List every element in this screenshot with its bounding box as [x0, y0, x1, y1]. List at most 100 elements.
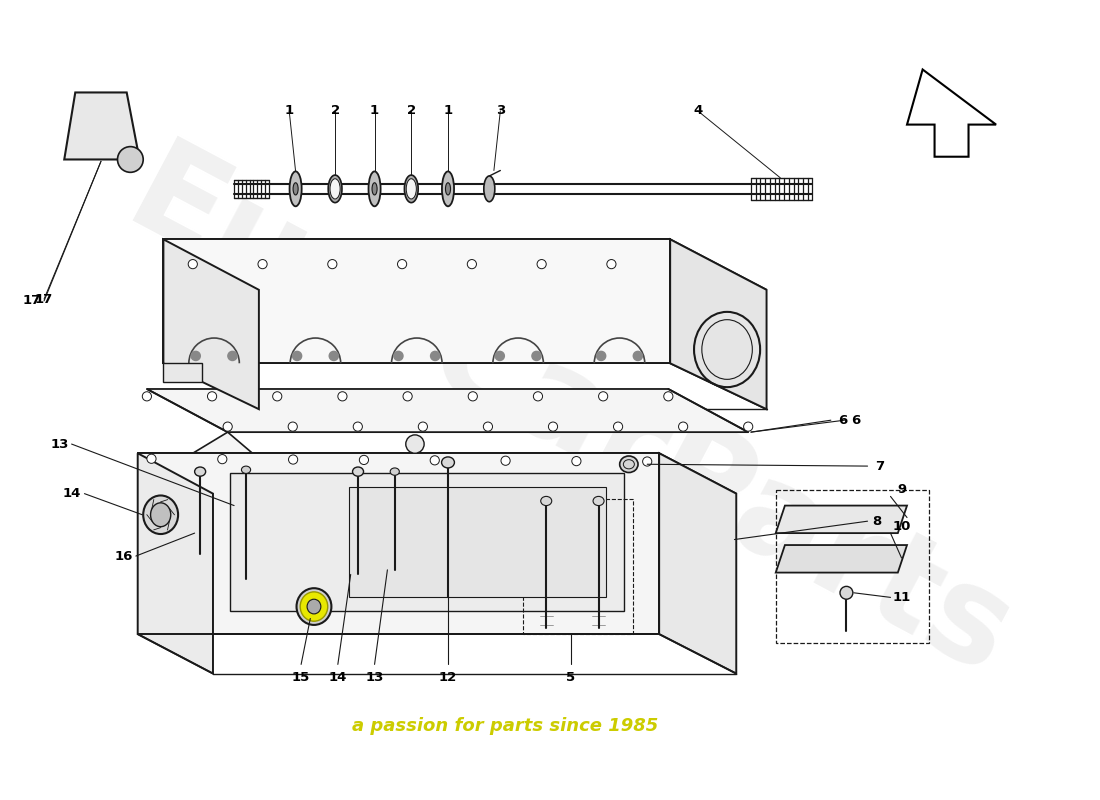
Circle shape	[663, 392, 673, 401]
Ellipse shape	[297, 588, 331, 625]
Ellipse shape	[442, 171, 454, 206]
Text: 13: 13	[51, 438, 69, 450]
Ellipse shape	[241, 466, 251, 474]
Text: 11: 11	[892, 591, 911, 604]
Circle shape	[360, 455, 368, 465]
Ellipse shape	[619, 456, 638, 473]
Text: 15: 15	[292, 670, 310, 684]
Circle shape	[598, 392, 607, 401]
Circle shape	[744, 422, 752, 431]
Circle shape	[228, 351, 236, 361]
Text: 7: 7	[874, 459, 884, 473]
Circle shape	[218, 454, 227, 464]
Ellipse shape	[368, 171, 381, 206]
Text: 12: 12	[439, 670, 458, 684]
Text: 2: 2	[407, 104, 416, 118]
Circle shape	[642, 457, 652, 466]
Circle shape	[258, 259, 267, 269]
Circle shape	[430, 456, 439, 465]
Circle shape	[403, 392, 412, 401]
Circle shape	[288, 422, 297, 431]
Ellipse shape	[293, 182, 298, 195]
Circle shape	[329, 351, 339, 361]
Text: 9: 9	[896, 483, 906, 497]
Ellipse shape	[390, 468, 399, 475]
Ellipse shape	[289, 171, 301, 206]
Circle shape	[394, 351, 403, 361]
Polygon shape	[776, 506, 908, 533]
Polygon shape	[164, 239, 258, 409]
Circle shape	[191, 351, 200, 361]
Circle shape	[188, 259, 197, 269]
Circle shape	[328, 259, 337, 269]
Ellipse shape	[406, 178, 416, 199]
Text: 2: 2	[330, 104, 340, 118]
Text: 10: 10	[892, 520, 911, 533]
Polygon shape	[138, 454, 213, 674]
Ellipse shape	[118, 146, 143, 172]
Circle shape	[208, 392, 217, 401]
Circle shape	[532, 351, 541, 361]
Ellipse shape	[446, 182, 451, 195]
Text: 5: 5	[566, 670, 575, 684]
Polygon shape	[349, 487, 606, 598]
Text: a passion for parts since 1985: a passion for parts since 1985	[352, 717, 658, 735]
Text: 13: 13	[365, 670, 384, 684]
Ellipse shape	[195, 467, 206, 476]
Polygon shape	[776, 545, 908, 573]
Circle shape	[273, 392, 282, 401]
Circle shape	[468, 259, 476, 269]
Circle shape	[572, 457, 581, 466]
Text: 17: 17	[35, 293, 53, 306]
Text: 4: 4	[693, 104, 702, 118]
Circle shape	[293, 351, 301, 361]
Polygon shape	[659, 454, 736, 674]
Text: 6: 6	[838, 414, 847, 426]
Polygon shape	[164, 239, 767, 290]
Ellipse shape	[593, 496, 604, 506]
Circle shape	[500, 456, 510, 466]
Circle shape	[679, 422, 688, 431]
Circle shape	[418, 422, 428, 431]
Circle shape	[596, 351, 606, 361]
Circle shape	[483, 422, 493, 431]
Polygon shape	[138, 454, 736, 494]
Text: 17: 17	[23, 294, 42, 307]
Text: 1: 1	[370, 104, 379, 118]
Circle shape	[840, 586, 852, 599]
Ellipse shape	[143, 495, 178, 534]
Polygon shape	[164, 363, 202, 382]
Text: 14: 14	[329, 670, 346, 684]
Circle shape	[147, 454, 156, 463]
Text: 8: 8	[872, 514, 881, 528]
Circle shape	[430, 351, 440, 361]
Text: EuroCarParts: EuroCarParts	[107, 132, 1032, 705]
Circle shape	[469, 392, 477, 401]
Ellipse shape	[300, 592, 328, 622]
Ellipse shape	[352, 467, 363, 476]
Ellipse shape	[541, 496, 552, 506]
Text: 1: 1	[443, 104, 452, 118]
Polygon shape	[230, 474, 625, 611]
Ellipse shape	[372, 182, 377, 195]
Ellipse shape	[405, 175, 418, 202]
Ellipse shape	[441, 457, 454, 468]
Circle shape	[634, 351, 642, 361]
Polygon shape	[138, 454, 659, 634]
Polygon shape	[147, 389, 748, 432]
Ellipse shape	[484, 176, 495, 202]
Circle shape	[223, 422, 232, 431]
Circle shape	[353, 422, 362, 431]
Ellipse shape	[307, 599, 321, 614]
Text: 6: 6	[851, 414, 860, 426]
Circle shape	[338, 392, 346, 401]
Circle shape	[397, 259, 407, 269]
Circle shape	[537, 259, 547, 269]
Circle shape	[288, 455, 298, 464]
Circle shape	[607, 259, 616, 269]
Circle shape	[534, 392, 542, 401]
Polygon shape	[64, 93, 140, 159]
Text: 3: 3	[496, 104, 505, 118]
Ellipse shape	[151, 503, 170, 526]
Polygon shape	[192, 432, 253, 472]
